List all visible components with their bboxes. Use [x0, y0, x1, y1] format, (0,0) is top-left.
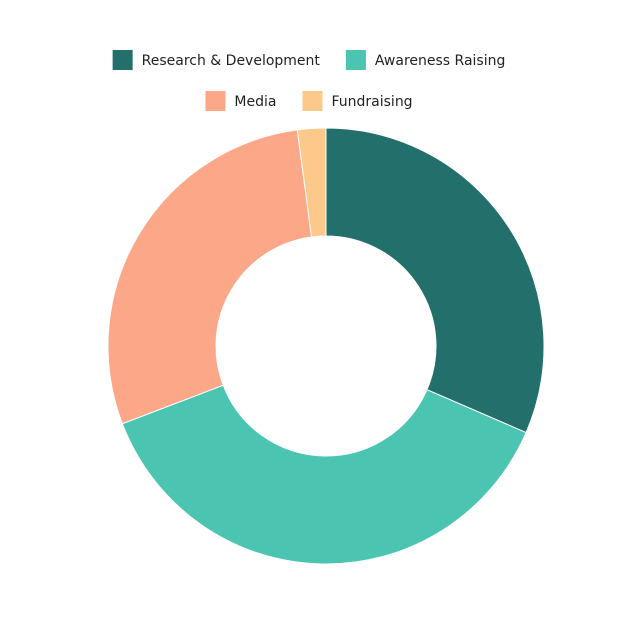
legend-label: Media	[234, 94, 276, 110]
legend-label: Research & Development	[142, 53, 321, 69]
legend-swatch	[205, 91, 226, 111]
legend-label: Awareness Raising	[375, 53, 505, 69]
legend-row: Research & Development Awareness Raising	[112, 50, 505, 70]
donut-segment	[296, 127, 327, 238]
legend-row: Media Fundraising	[205, 91, 413, 111]
donut-segment	[121, 384, 527, 565]
legend-swatch	[112, 50, 133, 70]
donut-segment	[107, 129, 313, 425]
legend-label: Fundraising	[331, 94, 412, 110]
donut-segment	[325, 127, 545, 434]
legend-swatch	[302, 91, 323, 111]
legend-swatch	[345, 50, 366, 70]
